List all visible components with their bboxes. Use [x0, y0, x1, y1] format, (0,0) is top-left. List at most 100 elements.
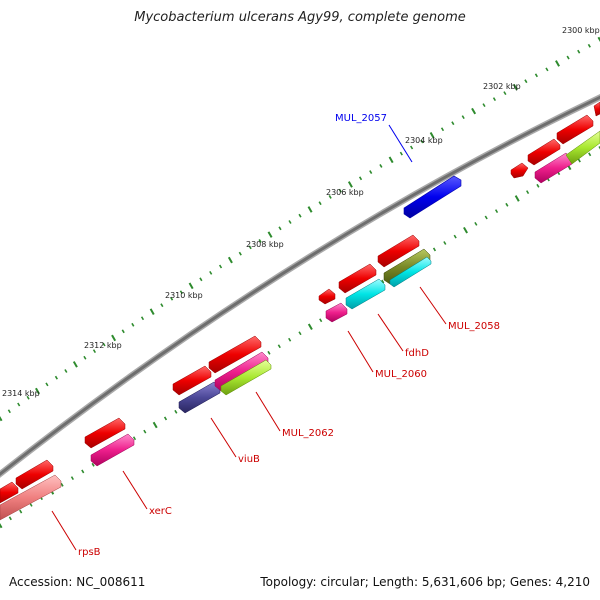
scale-major-tick	[307, 206, 313, 213]
gene-fdhd[interactable]	[345, 278, 386, 310]
scale-major-tick	[471, 107, 477, 115]
gene-cds-red[interactable]	[556, 114, 594, 145]
scale-minor-tick	[277, 344, 281, 349]
gene-cds-red[interactable]	[377, 234, 420, 268]
scale-major-tick	[0, 522, 3, 529]
scale-minor-tick	[451, 121, 455, 126]
scale-minor-tick	[288, 220, 292, 224]
label-xerc[interactable]: xerC	[149, 506, 172, 517]
scale-major-tick	[267, 231, 273, 238]
scale-minor-tick	[83, 355, 87, 360]
gene-cds-red[interactable]	[15, 459, 54, 490]
scale-major-tick	[111, 334, 117, 342]
genome-backbone-core	[0, 95, 600, 476]
scale-major-tick	[149, 308, 155, 316]
scale-minor-tick	[492, 97, 497, 102]
scale-major-tick	[72, 361, 78, 368]
scale-minor-tick	[54, 375, 58, 380]
scale-minor-tick	[121, 329, 125, 334]
tick-label-2314: 2314 kbp	[2, 389, 40, 398]
scale-minor-tick	[278, 226, 282, 231]
scale-minor-tick	[179, 290, 183, 295]
scale-minor-tick	[338, 188, 342, 193]
scale-minor-tick	[410, 145, 414, 150]
gene-mul2062[interactable]	[214, 351, 272, 396]
scale-major-tick	[388, 156, 394, 164]
scale-minor-tick	[45, 382, 49, 387]
scale-minor-tick	[160, 303, 164, 308]
scale-minor-tick	[163, 416, 168, 421]
inner-ring-dots	[0, 146, 600, 529]
scale-minor-tick	[566, 55, 570, 60]
scale-major-tick	[35, 387, 40, 395]
tick-label-2308: 2308 kbp	[246, 240, 284, 249]
gene-cds-red[interactable]	[593, 101, 600, 117]
gene-cds-red[interactable]	[527, 138, 561, 166]
scale-minor-tick	[494, 209, 499, 214]
scale-major-tick	[188, 282, 194, 290]
scale-minor-tick	[102, 342, 106, 347]
scale-minor-tick	[534, 73, 538, 78]
scale-minor-tick	[482, 103, 486, 108]
gene-cds-red[interactable]	[0, 481, 19, 504]
scale-minor-tick	[505, 202, 509, 207]
gene-cds-red[interactable]	[510, 162, 529, 179]
scale-major-tick	[347, 181, 353, 188]
scale-minor-tick	[379, 164, 383, 168]
scale-major-tick	[512, 83, 518, 91]
topology-text: Topology: circular; Length: 5,631,606 bp…	[260, 575, 590, 589]
gene-cds-lime[interactable]	[565, 130, 600, 165]
scale-minor-tick	[17, 402, 21, 407]
gene-mul2057[interactable]	[403, 175, 462, 219]
gene-xerc[interactable]	[90, 433, 135, 467]
scale-minor-tick	[536, 183, 540, 188]
scale-minor-tick	[443, 241, 447, 245]
label-mul2060[interactable]: MUL_2060	[375, 369, 427, 380]
label-mul2058[interactable]: MUL_2058	[448, 321, 500, 332]
scale-minor-tick	[526, 190, 530, 195]
scale-minor-tick	[577, 49, 581, 54]
scale-minor-tick	[369, 170, 373, 175]
label-mul2057[interactable]: MUL_2057	[335, 113, 387, 124]
scale-minor-tick	[298, 331, 302, 336]
gene-mul2060[interactable]	[325, 302, 348, 323]
gene-cds-red[interactable]	[208, 335, 262, 374]
scale-dots	[0, 36, 600, 422]
scale-minor-tick	[318, 201, 322, 206]
label-fdhd[interactable]: fdhD	[405, 348, 429, 359]
tick-label-2310: 2310 kbp	[165, 291, 203, 300]
gene-cds-red[interactable]	[318, 288, 336, 305]
scale-major-tick	[429, 132, 435, 139]
scale-minor-tick	[218, 264, 223, 269]
scale-minor-tick	[358, 176, 363, 181]
scale-minor-tick	[587, 43, 591, 48]
gene-viub[interactable]	[178, 381, 221, 414]
scale-minor-tick	[453, 234, 457, 239]
gene-cds-red[interactable]	[172, 365, 212, 396]
gene-mul2058[interactable]	[383, 248, 432, 288]
label-mul2062[interactable]: MUL_2062	[282, 428, 334, 439]
gene-rpsb[interactable]	[0, 474, 62, 521]
scale-major-tick	[0, 415, 3, 422]
scale-minor-tick	[319, 318, 323, 323]
gene-cds-red[interactable]	[338, 263, 377, 294]
label-rpsb[interactable]: rpsB	[78, 547, 101, 558]
scale-major-tick	[152, 421, 158, 429]
scale-minor-tick	[174, 409, 178, 414]
scale-minor-tick	[248, 245, 252, 250]
tick-label-2306: 2306 kbp	[326, 188, 364, 197]
scale-minor-tick	[81, 469, 85, 474]
label-viub[interactable]: viuB	[238, 454, 260, 465]
scale-minor-tick	[26, 395, 30, 400]
scale-minor-tick	[19, 509, 23, 514]
scale-minor-tick	[432, 247, 437, 252]
scale-minor-tick	[132, 436, 137, 441]
scale-minor-tick	[60, 482, 64, 487]
gene-cds-red[interactable]	[84, 417, 126, 449]
tick-label-2312: 2312 kbp	[84, 341, 122, 350]
scale-major-tick	[307, 323, 313, 331]
scale-minor-tick	[328, 195, 332, 199]
scale-minor-tick	[474, 221, 478, 226]
scale-minor-tick	[140, 316, 145, 321]
